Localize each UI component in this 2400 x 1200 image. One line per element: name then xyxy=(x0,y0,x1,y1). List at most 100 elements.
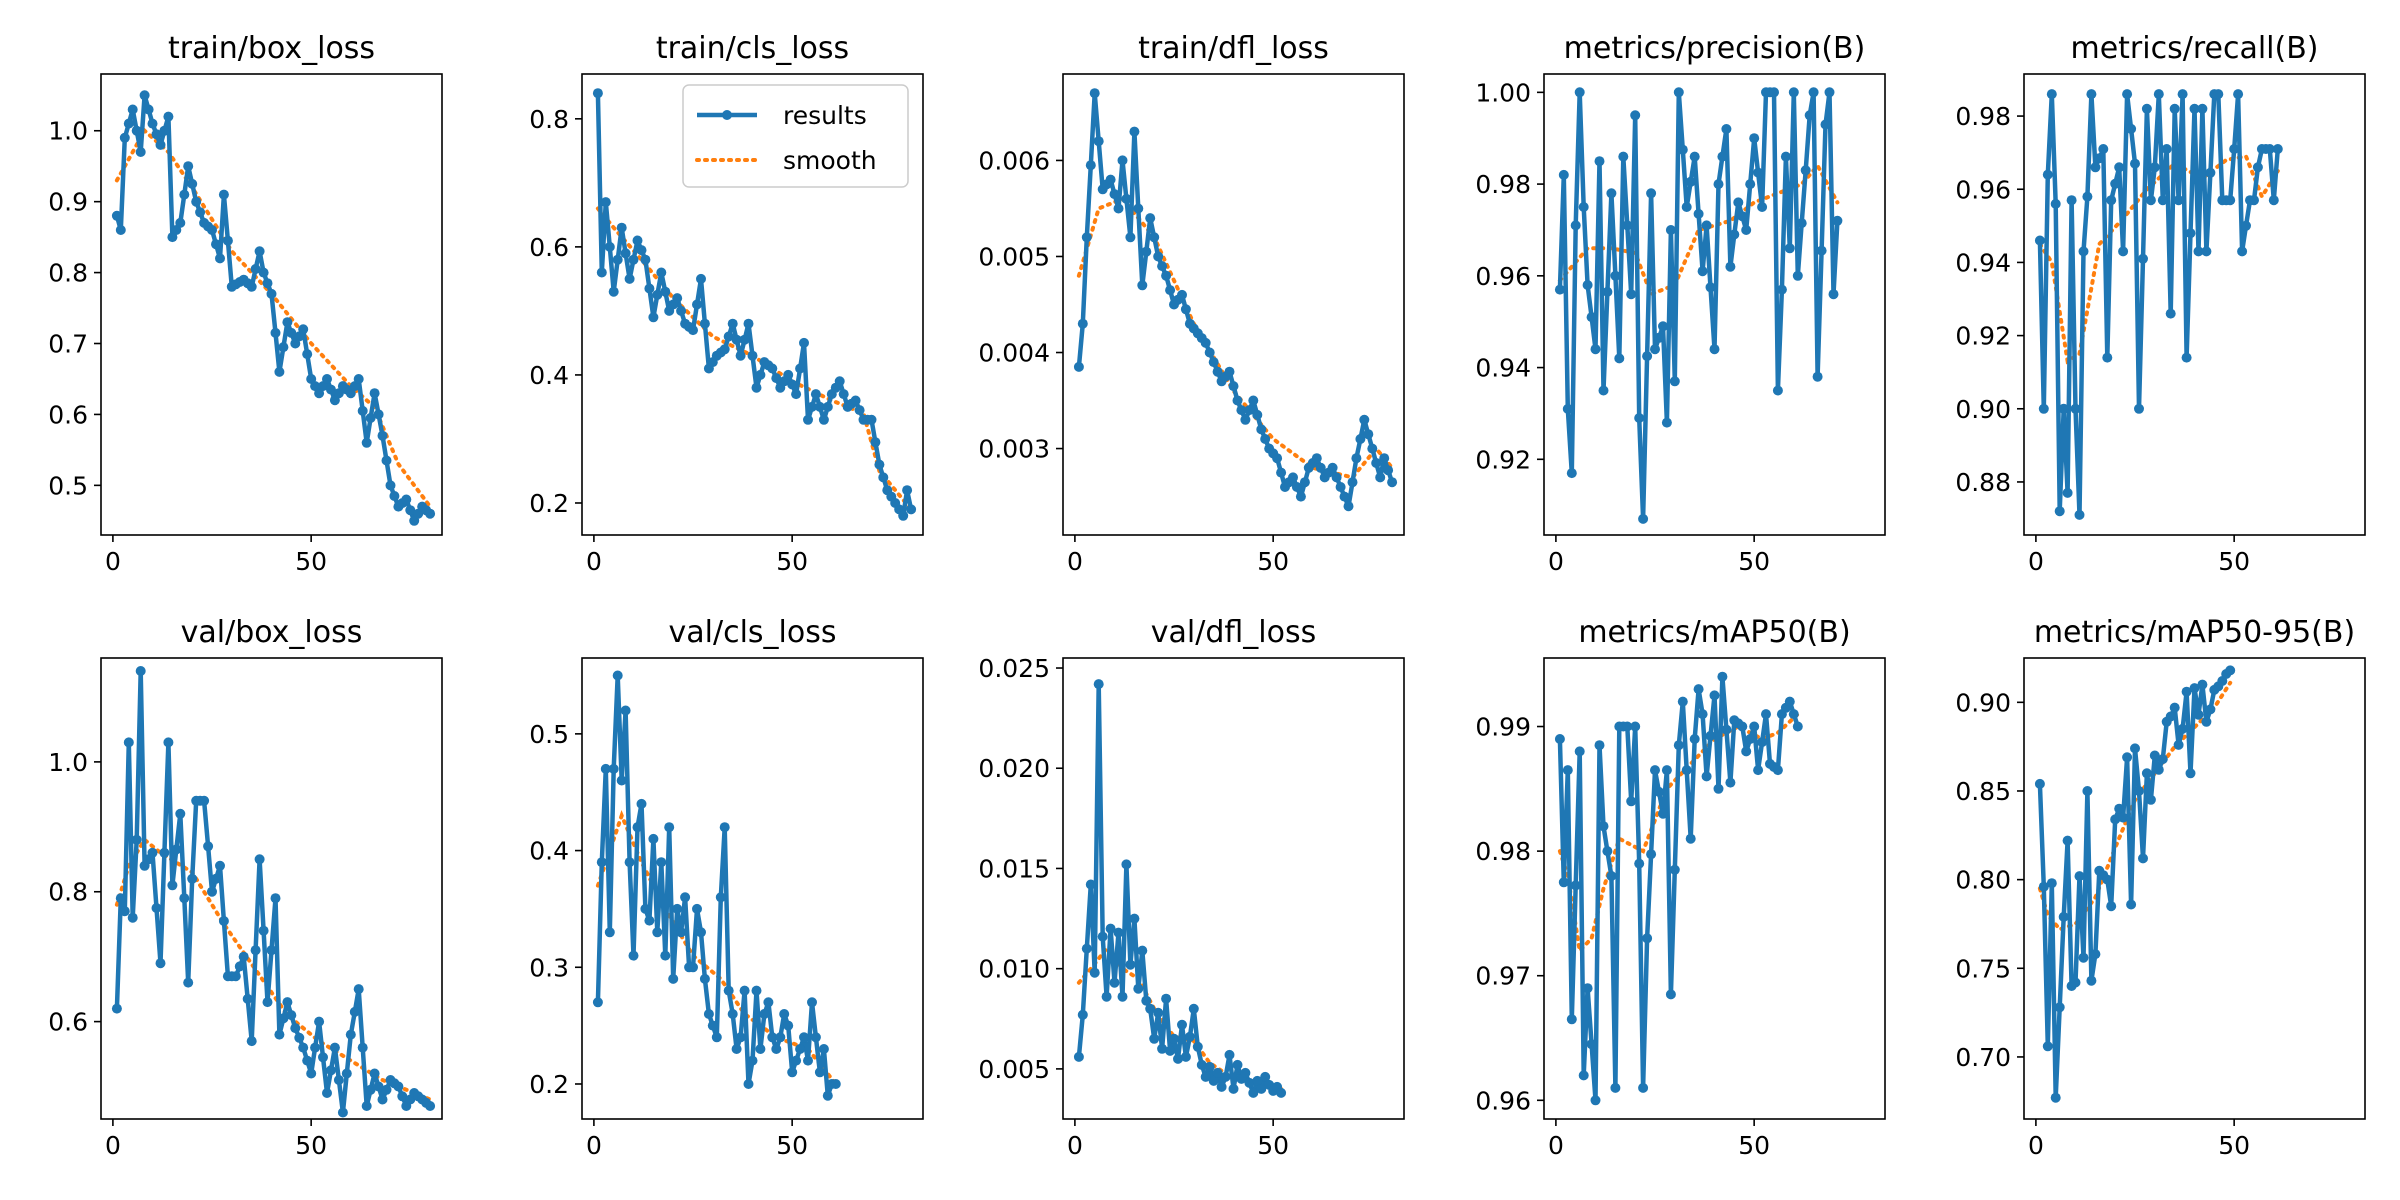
data-point xyxy=(783,369,794,380)
data-point xyxy=(1177,289,1187,300)
data-point xyxy=(2181,686,2192,697)
data-point xyxy=(2252,162,2263,173)
data-point xyxy=(1685,176,1696,187)
data-point xyxy=(2264,144,2275,154)
data-point xyxy=(345,1029,356,1040)
x-tick-label: 50 xyxy=(1257,547,1289,576)
data-point xyxy=(771,373,782,384)
axes-frame xyxy=(2023,657,2366,1120)
data-point xyxy=(397,1091,408,1102)
data-point xyxy=(1291,482,1302,492)
data-point xyxy=(2145,794,2156,805)
data-point xyxy=(1677,696,1688,707)
data-point xyxy=(326,1065,336,1076)
data-point xyxy=(1804,110,1815,121)
data-point xyxy=(1654,332,1664,343)
data-point xyxy=(1089,967,1100,978)
data-point xyxy=(2038,881,2049,892)
data-point xyxy=(286,327,297,338)
data-point xyxy=(1630,721,1641,732)
data-point xyxy=(282,997,293,1008)
data-point xyxy=(365,1084,376,1095)
data-point xyxy=(1244,1077,1255,1088)
data-point xyxy=(1646,849,1657,860)
data-point xyxy=(2106,195,2117,206)
data-point xyxy=(1562,765,1573,776)
y-tick-label: 0.6 xyxy=(48,400,88,429)
data-point xyxy=(131,834,142,845)
data-point xyxy=(310,1042,321,1053)
data-point xyxy=(592,997,603,1008)
y-tick-label: 0.98 xyxy=(1955,102,2011,131)
data-point xyxy=(1784,696,1795,707)
data-point xyxy=(2149,750,2160,761)
data-point xyxy=(1570,220,1581,231)
data-point xyxy=(1824,87,1835,98)
data-point xyxy=(2225,195,2236,206)
y-tick-label: 0.6 xyxy=(529,233,569,262)
data-point xyxy=(1749,721,1760,732)
data-point xyxy=(1133,983,1144,994)
data-point xyxy=(1689,151,1700,162)
data-point xyxy=(1200,337,1211,348)
data-point xyxy=(2110,814,2121,825)
data-point xyxy=(183,161,194,172)
data-point xyxy=(1113,203,1124,214)
data-point xyxy=(171,844,182,855)
data-point xyxy=(731,1044,742,1054)
data-point xyxy=(632,822,643,833)
data-point xyxy=(1784,243,1795,254)
data-point xyxy=(215,860,225,871)
data-point xyxy=(707,1020,718,1031)
data-point xyxy=(286,1010,297,1021)
data-point xyxy=(696,927,706,938)
data-point xyxy=(278,1013,289,1024)
data-point xyxy=(612,254,623,265)
data-point xyxy=(2042,169,2053,180)
data-point xyxy=(1693,684,1704,695)
y-tick-label: 0.96 xyxy=(1475,262,1531,291)
data-point xyxy=(1188,1003,1199,1014)
data-point xyxy=(349,1006,360,1017)
data-point xyxy=(1669,864,1680,875)
data-point xyxy=(274,1029,285,1040)
data-point xyxy=(668,973,679,984)
data-point xyxy=(680,892,691,903)
data-point xyxy=(163,737,174,748)
data-point xyxy=(266,945,277,956)
chart-train-dfl-loss: train/dfl_loss 0 50 0.003 0.004 0.005 0.006 xyxy=(978,31,1405,576)
x-tick-label: 0 xyxy=(2028,547,2044,576)
data-point xyxy=(2193,246,2204,257)
data-point xyxy=(2201,716,2212,727)
data-point xyxy=(322,1088,332,1098)
data-point xyxy=(755,369,766,380)
data-point xyxy=(1642,933,1653,944)
data-point xyxy=(1180,1051,1191,1062)
data-point xyxy=(652,289,663,300)
data-point xyxy=(1650,765,1660,776)
y-tick-label: 0.98 xyxy=(1475,170,1531,199)
data-point xyxy=(2102,874,2113,885)
data-point xyxy=(703,1009,714,1019)
data-point xyxy=(2082,191,2093,202)
data-point xyxy=(2066,195,2077,206)
data-point xyxy=(337,1107,348,1118)
data-point xyxy=(1208,357,1219,368)
data-point xyxy=(2229,144,2240,154)
data-point xyxy=(2165,308,2176,319)
data-point xyxy=(1638,513,1649,524)
data-point xyxy=(2122,89,2133,100)
data-point xyxy=(688,325,698,336)
data-point xyxy=(1165,285,1176,296)
data-point xyxy=(1196,1059,1207,1070)
data-point xyxy=(1554,734,1565,744)
data-point xyxy=(115,893,126,904)
data-point xyxy=(155,139,166,150)
data-point xyxy=(1697,266,1708,277)
data-point xyxy=(1725,777,1736,788)
data-point xyxy=(699,318,710,329)
data-point xyxy=(2161,144,2172,154)
data-point xyxy=(1117,155,1128,166)
data-point xyxy=(2157,754,2168,765)
data-point xyxy=(763,997,774,1008)
